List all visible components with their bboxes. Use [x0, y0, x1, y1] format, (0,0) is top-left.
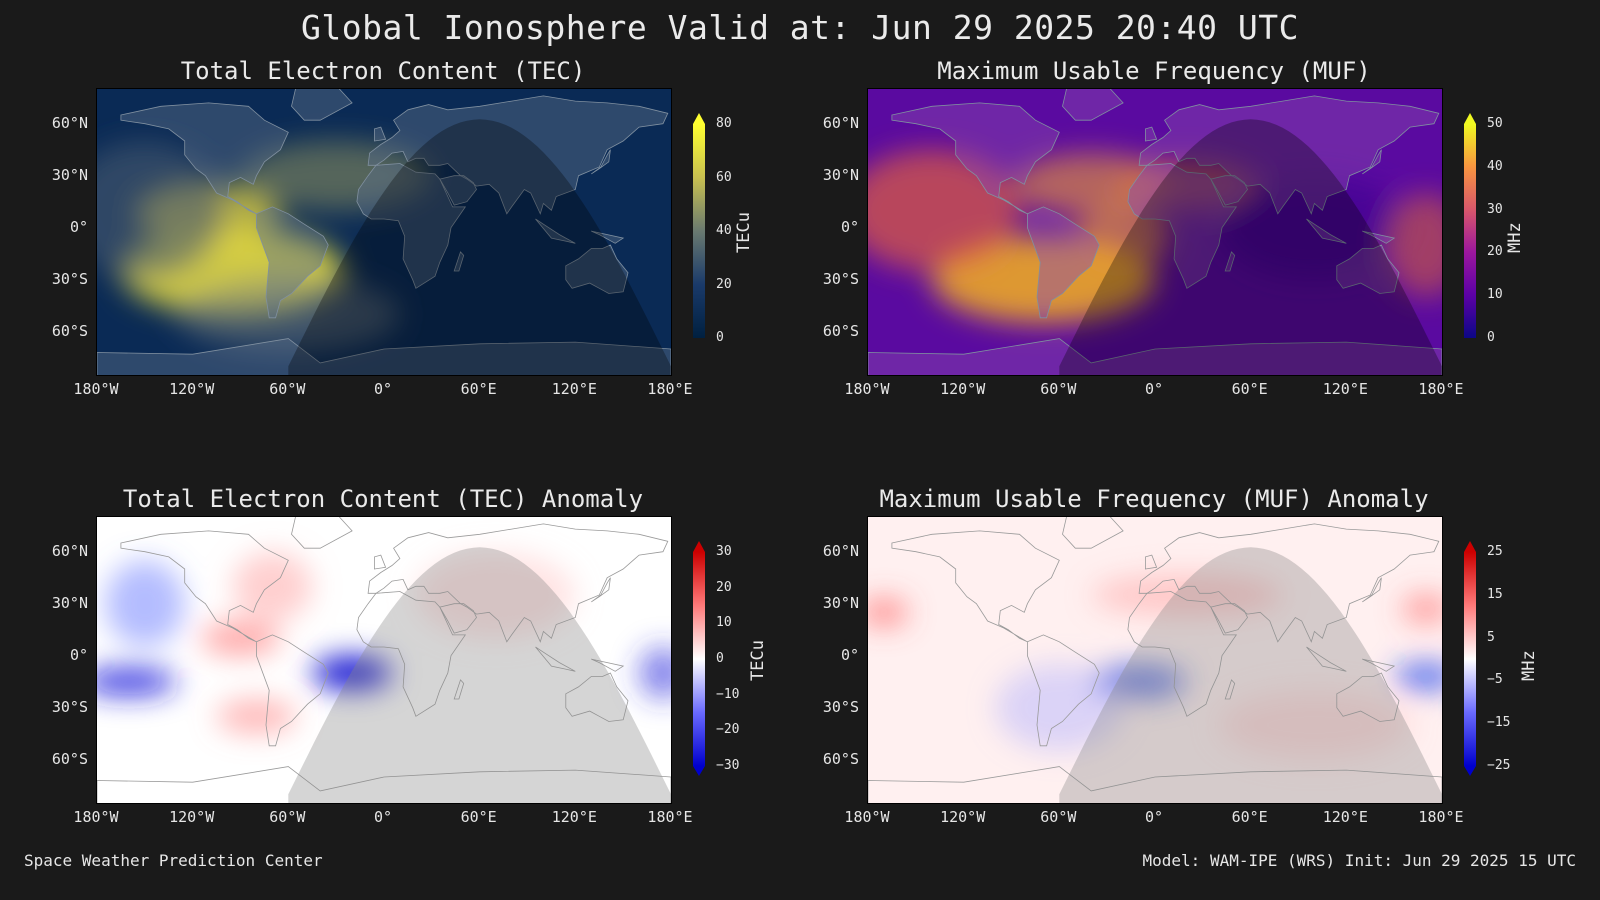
tec-lon-tick: 60°E	[460, 380, 497, 398]
tec_anom-lat-tick: 60°S	[51, 749, 88, 768]
tec-lat-tick: 30°N	[51, 165, 88, 184]
tec_anom-colorbar-tick: −30	[716, 758, 740, 773]
muf_anom-lon-tick: 180°E	[1418, 808, 1464, 826]
muf_anom-colorbar-tick: 15	[1487, 586, 1503, 602]
muf_anom-colorbar-label: MHz	[1519, 650, 1539, 681]
muf_anom-colorbar-tick: 25	[1487, 544, 1503, 559]
tec_anom-lon-tick: 60°E	[460, 808, 497, 826]
tec-colorbar	[693, 113, 705, 338]
muf_anom-lon-tick: 120°E	[1322, 808, 1368, 826]
muf-colorbar-label: MHz	[1505, 222, 1525, 253]
muf_anom-lat-tick: 0°	[840, 645, 859, 664]
muf-lat-tick: 30°N	[822, 165, 859, 184]
tec_anom-colorbar-tick: −10	[716, 686, 740, 702]
muf-lon-tick: 180°W	[844, 380, 890, 398]
muf_anom-lon-tick: 180°W	[844, 808, 890, 826]
muf_anom-lat-tick: 60°N	[822, 541, 859, 560]
tec_anom-colorbar-label: TECu	[748, 640, 768, 681]
tec_anom-lon-tick: 60°W	[269, 808, 306, 826]
muf_anom-lon-tick: 60°E	[1231, 808, 1268, 826]
muf_anom-lon-tick: 120°W	[940, 808, 986, 826]
footer-org: Space Weather Prediction Center	[24, 851, 323, 870]
tec_anom-lon-tick: 120°E	[551, 808, 597, 826]
muf_anom-colorbar-tick: 5	[1487, 629, 1495, 645]
tec-lat-tick: 30°S	[51, 269, 88, 288]
tec-lon-tick: 120°W	[169, 380, 215, 398]
muf_anom-panel-title: Maximum Usable Frequency (MUF) Anomaly	[879, 485, 1429, 513]
tec_anom-colorbar	[693, 541, 705, 776]
tec-lat-tick: 60°N	[51, 113, 88, 132]
muf-lon-tick: 60°W	[1040, 380, 1077, 398]
muf_anom-colorbar-tick: −25	[1487, 758, 1511, 773]
footer-model-info: Model: WAM-IPE (WRS) Init: Jun 29 2025 1…	[1142, 851, 1576, 870]
muf_anom-colorbar-tick: −5	[1487, 672, 1503, 688]
tec_anom-colorbar-tick: 20	[716, 579, 732, 595]
tec_anom-lat-tick: 60°N	[51, 541, 88, 560]
tec_anom-lon-tick: 0°	[373, 808, 393, 826]
muf-lat-tick: 30°S	[822, 269, 859, 288]
muf-colorbar-tick: 20	[1487, 244, 1503, 260]
muf-lon-tick: 60°E	[1231, 380, 1268, 398]
muf_anom-colorbar-tick: −15	[1487, 715, 1511, 731]
muf-colorbar-tick: 40	[1487, 158, 1503, 174]
muf_anom-lat-tick: 60°S	[822, 749, 859, 768]
tec-lon-tick: 180°W	[73, 380, 119, 398]
tec-colorbar-tick: 80	[716, 116, 732, 131]
tec-map	[96, 88, 672, 376]
tec_anom-colorbar-tick: 10	[716, 615, 732, 631]
muf-lon-tick: 120°W	[940, 380, 986, 398]
muf_anom-lat-tick: 30°S	[822, 697, 859, 716]
muf_anom-lon-tick: 60°W	[1040, 808, 1077, 826]
tec-colorbar-label: TECu	[734, 212, 754, 253]
tec-colorbar-tick: 0	[716, 330, 724, 345]
tec_anom-lat-tick: 0°	[69, 645, 88, 664]
muf-colorbar	[1464, 113, 1476, 338]
tec_anom-colorbar-tick: −20	[716, 722, 740, 738]
muf_anom-colorbar	[1464, 541, 1476, 776]
tec-lat-tick: 0°	[69, 217, 88, 236]
tec_anom-lon-tick: 120°W	[169, 808, 215, 826]
muf-lat-tick: 60°N	[822, 113, 859, 132]
tec_anom-lon-tick: 180°W	[73, 808, 119, 826]
tec-lon-tick: 120°E	[551, 380, 597, 398]
muf-lat-tick: 0°	[840, 217, 859, 236]
muf-colorbar-tick: 0	[1487, 330, 1495, 345]
tec-panel-title: Total Electron Content (TEC)	[180, 57, 586, 85]
tec_anom-map	[96, 516, 672, 804]
tec_anom-colorbar-tick: 0	[716, 651, 724, 666]
tec-colorbar-tick: 60	[716, 169, 732, 185]
tec_anom-lat-tick: 30°S	[51, 697, 88, 716]
tec-lon-tick: 0°	[373, 380, 393, 398]
tec_anom-lon-tick: 180°E	[647, 808, 693, 826]
muf_anom-map	[867, 516, 1443, 804]
muf-colorbar-tick: 50	[1487, 116, 1503, 131]
muf-lon-tick: 0°	[1144, 380, 1164, 398]
muf-lon-tick: 180°E	[1418, 380, 1464, 398]
muf_anom-lat-tick: 30°N	[822, 593, 859, 612]
tec-lon-tick: 60°W	[269, 380, 306, 398]
muf-panel-title: Maximum Usable Frequency (MUF)	[937, 57, 1371, 85]
page-title: Global Ionosphere Valid at: Jun 29 2025 …	[300, 8, 1300, 47]
tec_anom-lat-tick: 30°N	[51, 593, 88, 612]
tec-lat-tick: 60°S	[51, 321, 88, 340]
muf-lon-tick: 120°E	[1322, 380, 1368, 398]
muf-map	[867, 88, 1443, 376]
muf-colorbar-tick: 30	[1487, 201, 1503, 217]
tec_anom-panel-title: Total Electron Content (TEC) Anomaly	[122, 485, 644, 513]
tec-colorbar-tick: 40	[716, 223, 732, 238]
tec-lon-tick: 180°E	[647, 380, 693, 398]
tec_anom-colorbar-tick: 30	[716, 544, 732, 559]
tec-colorbar-tick: 20	[716, 276, 732, 292]
muf_anom-lon-tick: 0°	[1144, 808, 1164, 826]
muf-colorbar-tick: 10	[1487, 287, 1503, 303]
muf-lat-tick: 60°S	[822, 321, 859, 340]
